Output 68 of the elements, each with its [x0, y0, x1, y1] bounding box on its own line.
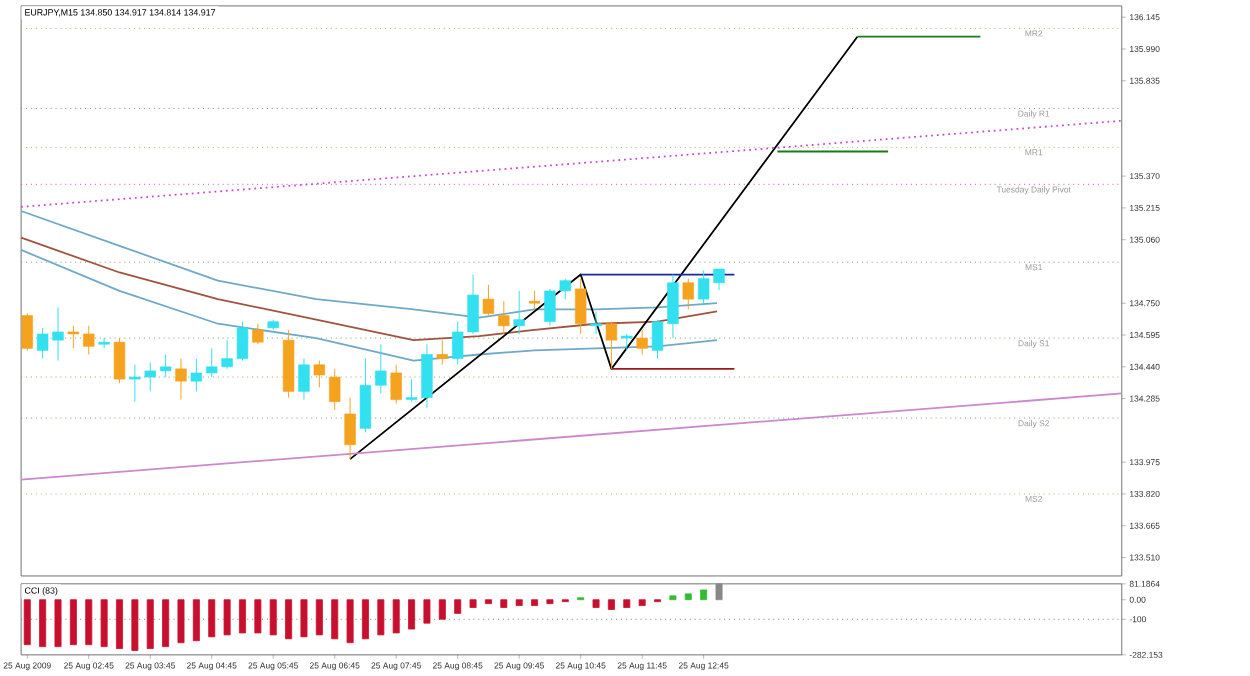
- candlestick: [574, 277, 587, 335]
- bar: [469, 599, 477, 608]
- bar: [254, 599, 262, 634]
- candlestick: [344, 396, 356, 460]
- candlestick: [605, 320, 618, 370]
- line-series: [20, 248, 718, 362]
- candlestick: [436, 339, 448, 365]
- bar: [39, 599, 47, 647]
- candlestick: [83, 325, 95, 355]
- bar: [623, 599, 631, 608]
- bar: [515, 599, 523, 606]
- candlestick: [498, 300, 510, 335]
- bar: [700, 589, 708, 600]
- bar: [69, 599, 77, 645]
- candlestick: [252, 322, 264, 345]
- candlestick: [390, 363, 402, 404]
- bar: [346, 599, 354, 643]
- bar: [331, 599, 339, 639]
- bar: [607, 599, 615, 610]
- line-series: [349, 35, 859, 460]
- bar: [454, 599, 462, 614]
- candlestick: [329, 368, 341, 411]
- bar: [438, 599, 446, 620]
- bar: [361, 599, 369, 639]
- bar: [638, 599, 646, 606]
- bar: [23, 599, 31, 645]
- bar: [223, 599, 231, 636]
- bar: [239, 599, 246, 634]
- bar: [192, 599, 200, 641]
- bar: [285, 599, 293, 639]
- bar: [500, 599, 508, 608]
- candlestick: [298, 357, 310, 400]
- candlestick: [175, 357, 187, 400]
- candlestick: [313, 359, 326, 388]
- candlestick: [21, 312, 33, 351]
- bar: [269, 599, 277, 636]
- bar: [162, 599, 170, 647]
- bar: [146, 599, 154, 649]
- bar: [377, 599, 385, 636]
- candlestick: [482, 284, 495, 316]
- bar: [715, 583, 723, 600]
- candlestick: [528, 290, 541, 310]
- candlestick: [375, 343, 387, 394]
- bar: [131, 599, 139, 651]
- bar: [684, 593, 692, 600]
- bar: [392, 599, 400, 634]
- bar: [531, 599, 539, 606]
- bar: [315, 599, 323, 636]
- bar: [85, 599, 93, 645]
- bar: [408, 599, 416, 630]
- candlestick: [682, 277, 694, 310]
- bar: [300, 599, 308, 637]
- candlestick: [636, 329, 648, 355]
- candlestick: [67, 325, 80, 349]
- bar: [208, 599, 216, 637]
- candlestick: [513, 290, 525, 335]
- candlestick: [590, 310, 602, 335]
- candlestick: [159, 353, 172, 378]
- bar: [423, 599, 431, 624]
- candlestick: [113, 337, 126, 384]
- candlestick: [98, 337, 110, 349]
- candlestick: [359, 357, 372, 433]
- bar: [177, 599, 185, 643]
- bar: [54, 599, 62, 647]
- bar: [100, 599, 108, 647]
- bar: [116, 599, 123, 649]
- candlestick: [190, 357, 203, 392]
- bar: [592, 599, 600, 608]
